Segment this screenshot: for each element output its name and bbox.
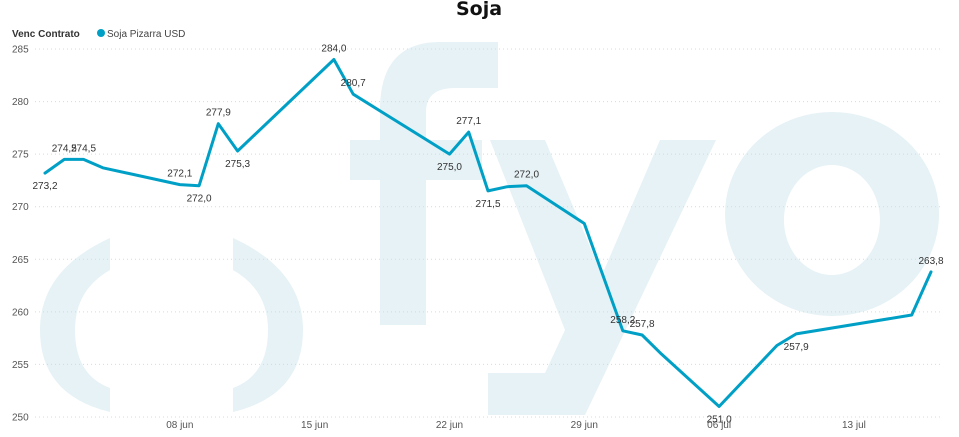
gridlines (35, 48, 940, 418)
data-point[interactable] (177, 182, 183, 188)
data-label: 284,0 (321, 44, 346, 55)
data-point[interactable] (524, 183, 530, 189)
data-label: 272,0 (187, 194, 212, 205)
data-point[interactable] (466, 129, 472, 135)
data-label: 275,0 (437, 162, 462, 173)
y-tick-label: 255 (12, 360, 29, 371)
y-tick-label: 260 (12, 307, 29, 318)
x-axis: 08 jun 15 jun 22 jun 29 jun 06 jul 13 jul (166, 420, 866, 431)
data-point[interactable] (928, 269, 934, 275)
x-tick-label: 29 jun (571, 420, 598, 431)
y-tick-label: 280 (12, 97, 29, 108)
data-point[interactable] (100, 165, 106, 171)
y-axis: 250 255 260 265 270 275 280 285 (12, 45, 29, 424)
data-point[interactable] (793, 331, 799, 337)
x-tick-label: 08 jun (166, 420, 193, 431)
data-label: 277,9 (206, 108, 231, 119)
x-tick-label: 22 jun (436, 420, 463, 431)
data-point[interactable] (716, 403, 722, 409)
data-label: 251,0 (707, 414, 732, 425)
data-label: 257,9 (784, 342, 809, 353)
data-point[interactable] (639, 332, 645, 338)
data-label: 274,5 (52, 143, 77, 154)
data-label: 272,1 (167, 169, 192, 180)
data-label: 263,8 (918, 256, 943, 267)
series-soja-pizarra-usd (42, 57, 934, 409)
data-point[interactable] (581, 221, 587, 227)
chart-title: Soja (456, 0, 502, 20)
data-point[interactable] (504, 184, 510, 190)
y-tick-label: 275 (12, 150, 29, 161)
watermark-letter-o (725, 112, 940, 316)
watermark-letter-y (488, 140, 716, 415)
y-tick-label: 250 (12, 413, 29, 424)
data-label: 274,5 (71, 143, 96, 154)
data-label: 272,0 (514, 170, 539, 181)
data-point[interactable] (331, 57, 337, 63)
data-point[interactable] (620, 328, 626, 334)
x-tick-label: 06 jul (707, 420, 731, 431)
data-label: 273,2 (32, 181, 57, 192)
data-point[interactable] (196, 183, 202, 189)
data-point[interactable] (658, 351, 664, 357)
data-label: 258,2 (610, 315, 635, 326)
y-tick-label: 285 (12, 45, 29, 56)
series-line[interactable] (43, 58, 933, 408)
data-point[interactable] (446, 151, 452, 157)
data-label: 277,1 (456, 116, 481, 127)
legend-title: Venc Contrato (12, 29, 80, 40)
watermark-logo (40, 42, 940, 415)
data-point[interactable] (774, 343, 780, 349)
legend-series-marker[interactable] (97, 29, 105, 37)
data-point[interactable] (235, 148, 241, 154)
data-point[interactable] (81, 156, 87, 162)
data-label: 275,3 (225, 159, 250, 170)
watermark-right-bracket (233, 238, 303, 412)
data-point[interactable] (42, 170, 48, 176)
x-tick-label: 15 jun (301, 420, 328, 431)
data-point[interactable] (61, 156, 67, 162)
y-tick-label: 270 (12, 202, 29, 213)
legend-series-label[interactable]: Soja Pizarra USD (107, 29, 185, 40)
x-tick-label: 13 jul (842, 420, 866, 431)
data-label: 280,7 (341, 78, 366, 89)
watermark-left-bracket (40, 238, 110, 412)
data-label: 257,8 (630, 319, 655, 330)
watermark-letter-f (350, 42, 498, 325)
y-tick-label: 265 (12, 255, 29, 266)
data-point[interactable] (909, 312, 915, 318)
data-point[interactable] (215, 121, 221, 127)
data-point[interactable] (350, 91, 356, 97)
legend: Venc Contrato Soja Pizarra USD (12, 29, 185, 40)
data-point[interactable] (485, 188, 491, 194)
data-label: 271,5 (475, 199, 500, 210)
